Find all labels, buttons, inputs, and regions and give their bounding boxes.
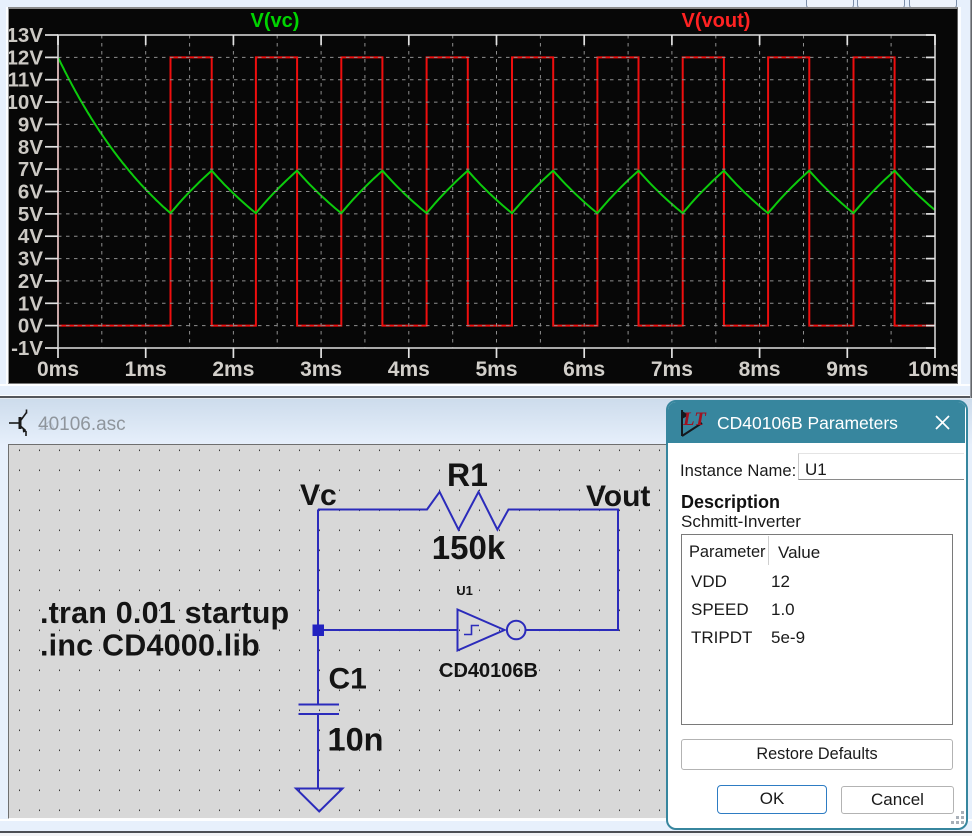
svg-text:1V: 1V [18,292,43,315]
svg-text:0V: 0V [18,315,43,338]
svg-text:7ms: 7ms [651,358,693,381]
svg-text:3V: 3V [18,248,43,271]
svg-text:10n: 10n [328,722,384,758]
svg-text:6V: 6V [18,181,43,204]
svg-text:6ms: 6ms [563,358,605,381]
svg-text:R1: R1 [447,457,488,493]
svg-text:12V: 12V [9,46,43,69]
svg-text:150k: 150k [432,529,506,566]
svg-text:1ms: 1ms [125,358,167,381]
svg-text:10V: 10V [9,91,43,114]
svg-text:9V: 9V [18,113,43,136]
svg-text:.inc CD4000.lib: .inc CD4000.lib [40,629,260,663]
svg-text:2V: 2V [18,270,43,293]
svg-text:CD40106B: CD40106B [439,660,538,682]
svg-text:10ms: 10ms [908,358,958,381]
svg-text:5ms: 5ms [475,358,517,381]
svg-text:9ms: 9ms [826,358,868,381]
svg-text:V(vout): V(vout) [682,10,751,32]
svg-text:5V: 5V [18,203,43,226]
svg-text:8ms: 8ms [739,358,781,381]
svg-text:8V: 8V [18,136,43,159]
svg-text:2ms: 2ms [212,358,254,381]
svg-text:7V: 7V [18,158,43,181]
svg-text:11V: 11V [9,69,43,92]
svg-text:V(vc): V(vc) [251,10,300,32]
svg-text:LT: LT [682,409,707,430]
svg-text:.tran 0.01 startup: .tran 0.01 startup [40,596,289,630]
svg-text:4V: 4V [18,225,43,248]
svg-text:13V: 13V [9,24,43,47]
svg-text:3ms: 3ms [300,358,342,381]
svg-text:-1V: -1V [11,337,43,360]
svg-text:4ms: 4ms [388,358,430,381]
svg-text:Vout: Vout [586,480,650,513]
svg-text:C1: C1 [329,663,367,696]
svg-text:U1: U1 [456,583,473,598]
svg-text:Vc: Vc [300,479,337,512]
svg-text:0ms: 0ms [37,358,79,381]
